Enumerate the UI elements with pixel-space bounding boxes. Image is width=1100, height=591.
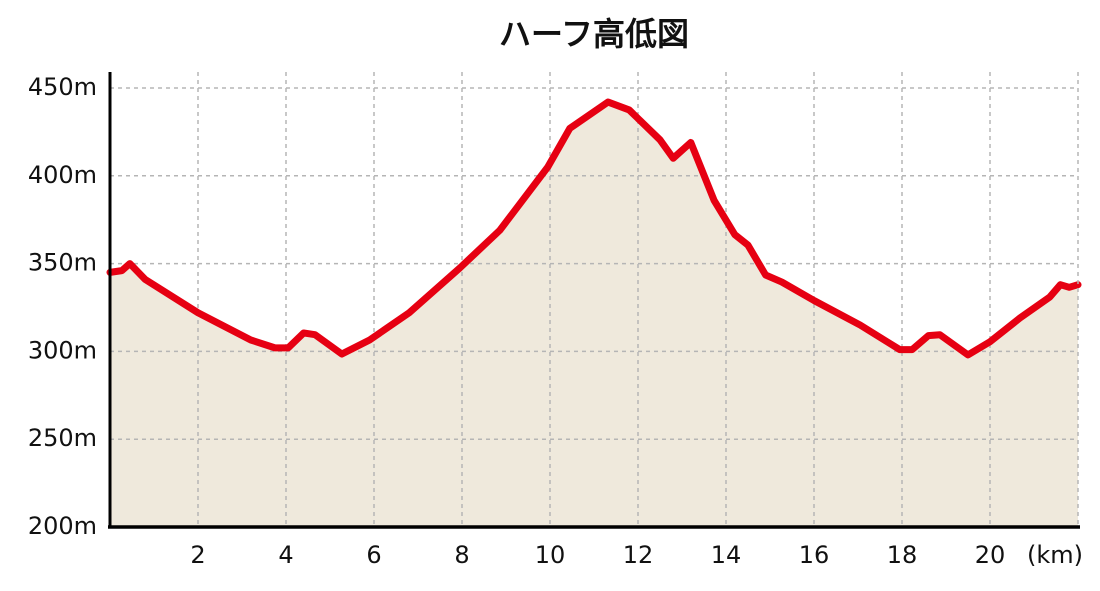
x-tick-label: 18 bbox=[887, 541, 918, 569]
x-tick-label: 14 bbox=[711, 541, 742, 569]
plot-area bbox=[106, 72, 1082, 527]
x-tick-label: 16 bbox=[799, 541, 830, 569]
x-tick-label: 4 bbox=[278, 541, 293, 569]
chart-title: ハーフ高低図 bbox=[499, 15, 689, 53]
x-tick-label: 8 bbox=[454, 541, 469, 569]
x-tick-label: 2 bbox=[190, 541, 205, 569]
area bbox=[110, 102, 1078, 527]
y-tick-label: 400m bbox=[28, 161, 97, 189]
x-tick-label: 10 bbox=[535, 541, 566, 569]
x-axis-label: (km) bbox=[1027, 541, 1083, 569]
x-tick-label: 12 bbox=[623, 541, 654, 569]
y-tick-label: 450m bbox=[28, 73, 97, 101]
x-tick-label: 6 bbox=[366, 541, 381, 569]
y-tick-label: 300m bbox=[28, 336, 97, 364]
y-tick-label: 250m bbox=[28, 424, 97, 452]
x-tick-label: 20 bbox=[975, 541, 1006, 569]
line bbox=[106, 98, 1082, 359]
y-tick-label: 350m bbox=[28, 249, 97, 277]
y-tick-label: 200m bbox=[28, 512, 97, 540]
